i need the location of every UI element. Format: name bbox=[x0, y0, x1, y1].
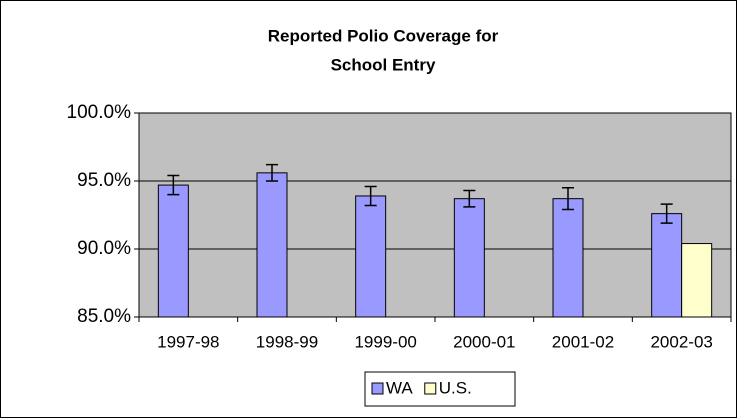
error-bar bbox=[660, 203, 673, 224]
y-tick-label: 90.0% bbox=[77, 238, 131, 259]
x-tick-label: 2000-01 bbox=[453, 332, 515, 351]
x-tick-label: 2002-03 bbox=[650, 332, 712, 351]
bar bbox=[157, 184, 189, 318]
error-bar bbox=[562, 187, 574, 211]
x-tick-label: 1999-00 bbox=[354, 332, 416, 351]
plot-area bbox=[139, 113, 731, 317]
bar bbox=[453, 198, 485, 318]
error-bar bbox=[364, 185, 377, 207]
legend-label: WA bbox=[386, 378, 413, 397]
x-tick-label: 2001-02 bbox=[552, 332, 614, 351]
legend: WA U.S. bbox=[364, 371, 516, 407]
bar bbox=[355, 195, 387, 318]
x-tick-label: 1997-98 bbox=[157, 332, 219, 351]
chart-title-line: School Entry bbox=[331, 55, 436, 74]
legend-label: U.S. bbox=[439, 378, 472, 397]
x-tick-label: 1998-99 bbox=[256, 332, 318, 351]
error-bar bbox=[266, 163, 278, 182]
legend-box bbox=[364, 371, 516, 407]
bar bbox=[651, 213, 683, 318]
bar bbox=[552, 198, 584, 318]
legend-swatch bbox=[424, 382, 437, 395]
y-tick-label: 100.0% bbox=[67, 102, 132, 123]
chart-title-line: Reported Polio Coverage for bbox=[268, 26, 499, 45]
error-bar bbox=[463, 189, 476, 208]
bar bbox=[256, 172, 288, 318]
legend-swatch bbox=[371, 382, 384, 395]
bar bbox=[681, 243, 713, 318]
error-bar bbox=[167, 174, 180, 196]
y-tick-label: 95.0% bbox=[77, 170, 131, 191]
y-tick-label: 85.0% bbox=[77, 306, 131, 327]
